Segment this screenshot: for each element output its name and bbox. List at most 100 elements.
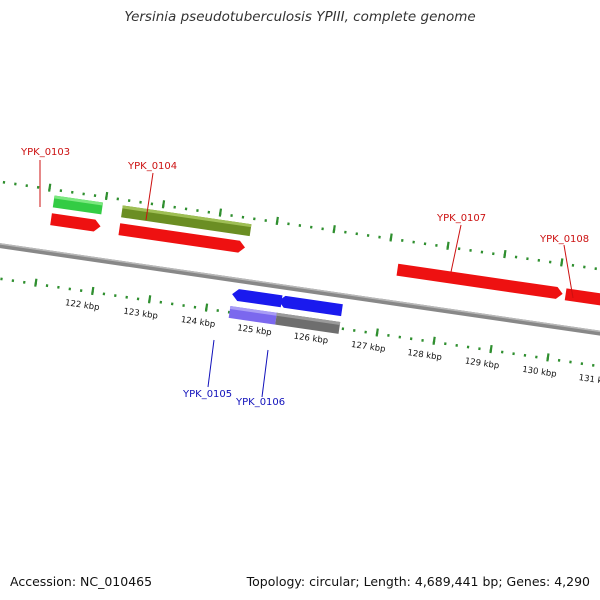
upper-major-tick bbox=[389, 233, 393, 242]
feature-ypk-0106-box[interactable] bbox=[275, 312, 341, 334]
upper-minor-tick bbox=[548, 260, 552, 264]
lower-minor-tick bbox=[114, 294, 117, 298]
feature-ypk-0103-arrow[interactable] bbox=[50, 213, 101, 232]
lower-minor-tick bbox=[11, 279, 15, 283]
ruler-label-127: 127 kbp bbox=[350, 340, 386, 355]
upper-tick-track bbox=[2, 180, 597, 271]
lower-minor-tick bbox=[364, 330, 367, 334]
lower-minor-tick bbox=[535, 355, 538, 359]
upper-minor-tick bbox=[378, 235, 381, 239]
lower-minor-tick bbox=[57, 285, 60, 289]
ruler-label-129: 129 kbp bbox=[464, 356, 500, 371]
feature-ypk-0104-arrow[interactable] bbox=[118, 223, 246, 253]
lower-minor-tick bbox=[421, 338, 424, 342]
feature-green-cds[interactable] bbox=[52, 195, 104, 215]
lower-minor-tick bbox=[22, 280, 26, 284]
upper-minor-tick bbox=[93, 194, 97, 198]
lower-minor-tick bbox=[170, 302, 174, 306]
leader-line-ypk-0105 bbox=[207, 339, 215, 388]
upper-major-tick bbox=[332, 225, 336, 234]
lower-minor-tick bbox=[79, 289, 83, 293]
upper-major-tick bbox=[48, 183, 52, 192]
gene-label-ypk-0104[interactable]: YPK_0104 bbox=[127, 161, 177, 172]
feature-olive-gene-shine bbox=[122, 205, 252, 228]
feature-olive-gene[interactable] bbox=[121, 205, 252, 237]
feature-ypk-0105-arrow[interactable] bbox=[231, 288, 283, 308]
ruler-label-131: 131 kbp bbox=[578, 373, 600, 388]
ruler-label-126: 126 kbp bbox=[293, 332, 329, 347]
upper-minor-tick bbox=[480, 250, 484, 254]
feature-ypk-0105-box[interactable] bbox=[228, 306, 277, 325]
gene-label-ypk-0106[interactable]: YPK_0106 bbox=[235, 397, 285, 408]
leader-line-ypk-0108 bbox=[563, 244, 574, 299]
upper-minor-tick bbox=[253, 217, 256, 221]
lower-minor-tick bbox=[136, 297, 140, 301]
feature-ypk-0105-box-shine bbox=[229, 306, 277, 316]
leader-line-ypk-0106 bbox=[261, 349, 269, 398]
lower-minor-tick bbox=[398, 335, 402, 339]
upper-minor-tick bbox=[457, 247, 461, 251]
upper-minor-tick bbox=[298, 224, 302, 227]
feature-ypk-0106-arrow[interactable] bbox=[278, 295, 343, 317]
lower-minor-tick bbox=[512, 352, 515, 356]
ruler-label-128: 128 kbp bbox=[407, 348, 443, 363]
upper-minor-tick bbox=[583, 265, 586, 269]
upper-minor-tick bbox=[70, 190, 74, 194]
upper-minor-tick bbox=[14, 182, 17, 186]
feature-green-cds-shine bbox=[54, 195, 104, 206]
lower-minor-tick bbox=[500, 350, 504, 354]
lower-minor-tick bbox=[444, 342, 447, 346]
upper-minor-tick bbox=[264, 219, 267, 222]
genome-backbone-highlight bbox=[0, 229, 600, 347]
upper-minor-tick bbox=[59, 189, 63, 193]
lower-minor-tick bbox=[102, 292, 106, 296]
lower-minor-tick bbox=[159, 300, 163, 304]
upper-minor-tick bbox=[241, 215, 245, 219]
upper-minor-tick bbox=[25, 184, 29, 188]
upper-minor-tick bbox=[287, 222, 290, 226]
gene-label-ypk-0105[interactable]: YPK_0105 bbox=[182, 389, 232, 400]
ruler-label-122: 122 kbp bbox=[64, 298, 100, 313]
lower-minor-tick bbox=[193, 305, 197, 309]
lower-major-tick bbox=[91, 286, 95, 296]
lower-minor-tick bbox=[478, 347, 481, 351]
ruler-label-124: 124 kbp bbox=[180, 315, 216, 330]
gene-label-ypk-0107[interactable]: YPK_0107 bbox=[436, 213, 486, 224]
feature-ypk-0106-box-shine bbox=[276, 312, 341, 326]
feature-ypk-0107-arrow[interactable] bbox=[396, 263, 564, 300]
upper-minor-tick bbox=[207, 210, 211, 214]
lower-major-tick bbox=[432, 336, 436, 345]
lower-minor-tick bbox=[216, 309, 219, 312]
upper-major-tick bbox=[161, 200, 166, 209]
lower-minor-tick bbox=[0, 277, 3, 281]
upper-minor-tick bbox=[139, 200, 142, 204]
lower-minor-tick bbox=[387, 333, 390, 337]
upper-minor-tick bbox=[309, 225, 313, 229]
ruler-labels: 122 kbp 123 kbp 124 kbp 125 kbp 126 kbp … bbox=[64, 298, 600, 388]
leader-lines bbox=[39, 160, 574, 398]
upper-major-tick bbox=[560, 258, 564, 267]
upper-minor-tick bbox=[514, 255, 518, 259]
lower-minor-tick bbox=[352, 329, 356, 332]
upper-major-tick bbox=[104, 191, 109, 201]
upper-minor-tick bbox=[196, 209, 199, 213]
upper-minor-tick bbox=[400, 238, 404, 242]
lower-minor-tick bbox=[466, 345, 470, 349]
upper-minor-tick bbox=[469, 248, 472, 252]
upper-minor-tick bbox=[344, 230, 347, 234]
lower-minor-tick bbox=[409, 337, 413, 341]
upper-minor-tick bbox=[321, 227, 324, 231]
lower-minor-tick bbox=[182, 304, 185, 307]
gene-label-ypk-0103[interactable]: YPK_0103 bbox=[20, 147, 70, 158]
upper-minor-tick bbox=[150, 202, 154, 206]
gene-label-ypk-0108[interactable]: YPK_0108 bbox=[539, 234, 589, 245]
upper-minor-tick bbox=[173, 205, 176, 209]
feature-ypk-0108-arrow[interactable] bbox=[564, 288, 600, 307]
ruler-label-130: 130 kbp bbox=[522, 365, 558, 380]
upper-minor-tick bbox=[492, 252, 495, 256]
upper-minor-tick bbox=[36, 185, 40, 189]
leader-line-ypk-0107 bbox=[450, 224, 462, 273]
lower-major-tick bbox=[489, 344, 493, 354]
upper-minor-tick bbox=[355, 232, 359, 236]
